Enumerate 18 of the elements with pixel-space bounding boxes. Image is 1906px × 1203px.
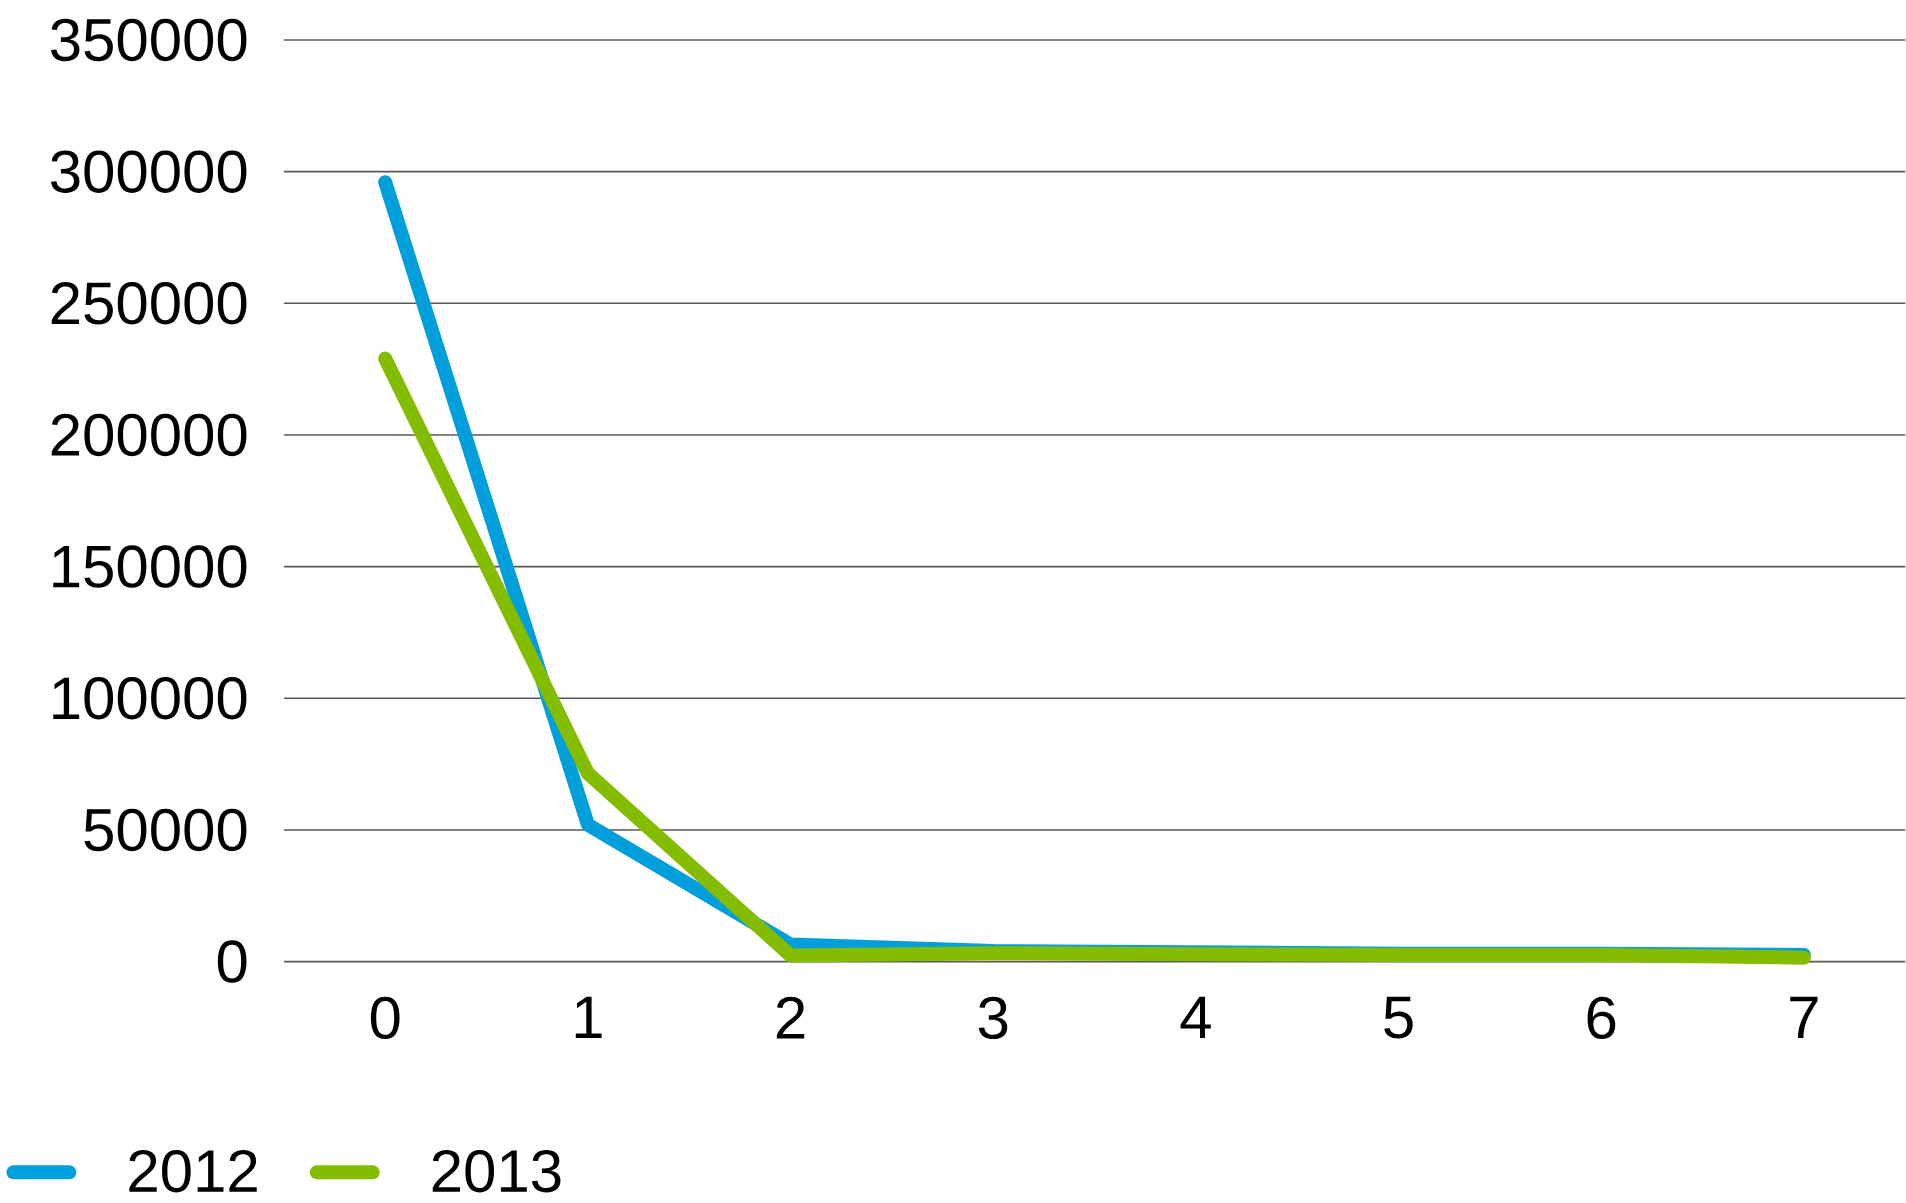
x-tick-label: 4 [1180, 996, 1211, 1039]
y-tick-label: 50000 [84, 808, 247, 852]
y-tick-label: 100000 [53, 677, 247, 720]
y-tick-label: 300000 [50, 150, 247, 193]
x-tick-label: 7 [1790, 996, 1818, 1039]
y-tick-label: 0 [217, 940, 247, 983]
x-tick-label: 0 [370, 996, 400, 1040]
x-tick-label: 3 [978, 996, 1008, 1040]
x-tick-label: 1 [575, 996, 602, 1039]
legend-label: 2013 [432, 1150, 561, 1193]
x-tick-label: 5 [1384, 996, 1413, 1039]
y-tick-label: 350000 [50, 18, 247, 62]
x-tick-label: 2 [776, 996, 805, 1039]
x-tick-label: 6 [1587, 996, 1616, 1040]
y-tick-label: 250000 [51, 282, 247, 325]
y-tick-label: 200000 [51, 413, 247, 457]
y-tick-label: 150000 [53, 545, 247, 588]
legend-label: 2012 [129, 1150, 257, 1193]
